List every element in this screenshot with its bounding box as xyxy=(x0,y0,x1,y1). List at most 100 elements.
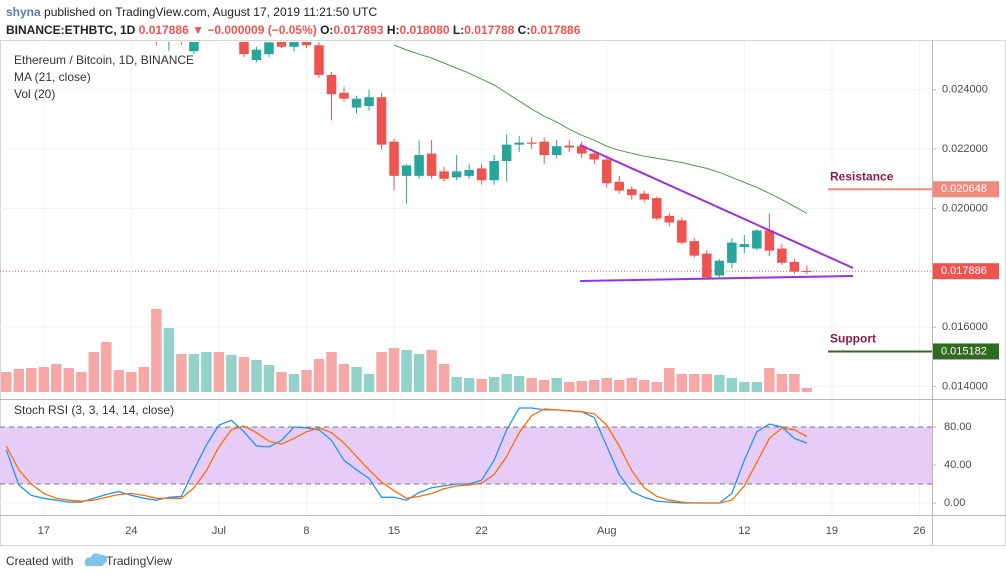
candle-body xyxy=(551,146,562,156)
volume-bar xyxy=(238,357,250,392)
volume-bar xyxy=(476,379,487,392)
published: published on TradingView.com, August 17,… xyxy=(44,5,377,19)
candle-body xyxy=(576,146,587,154)
volume-bar xyxy=(664,368,675,392)
volume-bar xyxy=(576,381,587,392)
ohlc-label: O: xyxy=(320,23,333,37)
volume-bar xyxy=(551,378,562,392)
x-tick-label: 12 xyxy=(738,525,750,537)
candle-body xyxy=(627,189,637,196)
volume-bar xyxy=(88,352,100,392)
header-line: shyna published on TradingView.com, Augu… xyxy=(6,5,377,19)
chart-title: Ethereum / Bitcoin, 1D, BINANCE xyxy=(14,53,194,67)
volume-bar xyxy=(451,377,462,392)
candle-body xyxy=(464,169,474,176)
candle-body xyxy=(189,42,199,52)
candle-body xyxy=(652,198,662,219)
trendline xyxy=(579,144,854,269)
y-tick-label: 0.024000 xyxy=(942,84,988,96)
x-tick-label: 24 xyxy=(125,525,137,537)
candle-body xyxy=(564,145,574,148)
volume-bar xyxy=(138,367,150,392)
candle-body xyxy=(601,159,612,184)
volume-bar xyxy=(588,380,600,392)
volume-bar xyxy=(201,352,212,392)
volume-bar xyxy=(689,374,700,392)
ohlc-value: 0.017893 xyxy=(333,23,383,37)
volume-bar xyxy=(126,372,137,392)
price: 0.017886 xyxy=(139,23,189,37)
level-tag-label: 0.015182 xyxy=(941,345,987,357)
y-tick-label: 0.020000 xyxy=(942,202,988,214)
symbol-line: BINANCE:ETHBTC, 1D 0.017886 ▼ −0.000009 … xyxy=(6,23,581,37)
price-tag-label: 0.017886 xyxy=(941,265,987,277)
volume-bar xyxy=(351,367,362,392)
candle-body xyxy=(802,271,812,273)
volume-bar xyxy=(739,382,750,392)
volume-bar xyxy=(276,372,287,392)
volume-bar xyxy=(676,374,688,392)
volume-bar xyxy=(263,365,275,392)
y-tick-label: 0.00 xyxy=(944,497,965,509)
chart-title: Stoch RSI (3, 3, 14, 14, close) xyxy=(14,403,174,417)
volume-bar xyxy=(563,382,575,392)
candle-body xyxy=(739,244,750,248)
level-tag xyxy=(933,181,999,198)
volume-bar xyxy=(513,376,525,392)
volume-bar xyxy=(288,374,300,392)
y-tick-label: 80.00 xyxy=(944,421,972,433)
candle-body xyxy=(501,144,512,161)
candle-body xyxy=(264,42,274,55)
candle-body xyxy=(664,215,675,223)
volume-bar xyxy=(326,352,337,392)
volume-bar xyxy=(338,364,350,392)
candle-body xyxy=(326,74,337,95)
candle-body xyxy=(614,181,625,191)
x-tick-label: 22 xyxy=(476,525,488,537)
footer-brand: TradingView xyxy=(106,554,172,568)
volume-bar xyxy=(651,382,663,392)
volume-bar xyxy=(63,368,75,392)
volume-bar xyxy=(776,374,788,392)
candle-body xyxy=(639,193,650,200)
volume-bar xyxy=(151,309,162,392)
logo xyxy=(84,553,107,566)
ohlc-label: C: xyxy=(518,23,531,37)
volume-bar xyxy=(501,374,512,392)
candle-body xyxy=(514,142,524,145)
footer-text: Created with xyxy=(6,554,73,568)
level-tag-label: 0.020648 xyxy=(941,183,987,195)
volume-bar xyxy=(13,369,25,392)
ma-line xyxy=(393,44,808,214)
candle-body xyxy=(401,165,412,176)
candle-body xyxy=(777,248,787,263)
ohlc-value: 0.017886 xyxy=(530,23,580,37)
candle-body xyxy=(526,142,537,144)
x-tick-label: Aug xyxy=(597,525,617,537)
candle-body xyxy=(276,42,287,47)
volume-bar xyxy=(376,352,387,392)
candle-body xyxy=(727,242,737,263)
candle-body xyxy=(677,220,687,243)
volume-bar xyxy=(426,350,437,392)
candle-body xyxy=(439,171,449,179)
candle-body xyxy=(589,153,599,160)
volume-bar xyxy=(401,350,412,392)
volume-bar xyxy=(764,368,775,392)
volume-bar xyxy=(251,360,262,392)
candle-body xyxy=(764,230,775,251)
candle-body xyxy=(689,241,700,256)
candle-body xyxy=(451,171,462,178)
volume-bar xyxy=(388,348,400,392)
candle-body xyxy=(239,42,249,55)
trendline xyxy=(579,275,854,282)
candle-body xyxy=(702,253,712,278)
candle-body xyxy=(414,155,424,176)
volume-bar xyxy=(639,380,650,392)
candle-body xyxy=(339,92,349,99)
volume-bar xyxy=(163,328,175,392)
ohlc-value: 0.018080 xyxy=(400,23,450,37)
y-tick-label: 0.022000 xyxy=(942,143,988,155)
stoch-line xyxy=(5,407,808,504)
volume-bar xyxy=(26,368,37,392)
